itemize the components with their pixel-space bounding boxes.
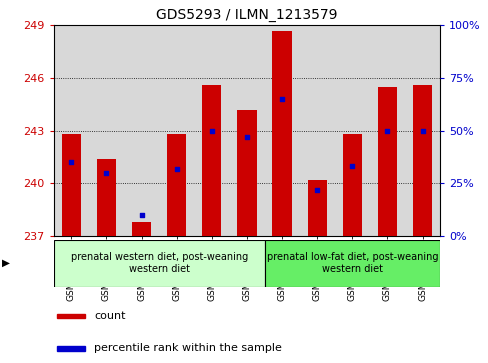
Point bbox=[278, 96, 285, 102]
Point bbox=[243, 134, 250, 140]
Bar bbox=[412, 85, 431, 236]
Point bbox=[207, 128, 215, 134]
Bar bbox=[369, 25, 404, 236]
Bar bbox=[307, 180, 326, 236]
Bar bbox=[97, 159, 116, 236]
Bar bbox=[159, 25, 194, 236]
Point bbox=[418, 128, 426, 134]
Point bbox=[172, 166, 180, 171]
Bar bbox=[264, 25, 299, 236]
Text: protocol ▶: protocol ▶ bbox=[0, 258, 10, 268]
Bar bbox=[194, 25, 229, 236]
Bar bbox=[54, 240, 264, 287]
Bar bbox=[54, 25, 89, 236]
Point bbox=[67, 159, 75, 165]
Point bbox=[383, 128, 390, 134]
Bar bbox=[237, 110, 256, 236]
Point bbox=[102, 170, 110, 176]
Bar bbox=[299, 25, 334, 236]
Bar bbox=[342, 134, 361, 236]
Bar bbox=[57, 346, 85, 351]
Bar bbox=[124, 25, 159, 236]
Text: prenatal low-fat diet, post-weaning
western diet: prenatal low-fat diet, post-weaning west… bbox=[266, 252, 437, 274]
Text: prenatal western diet, post-weaning
western diet: prenatal western diet, post-weaning west… bbox=[70, 252, 247, 274]
Bar bbox=[61, 134, 81, 236]
Bar bbox=[132, 222, 151, 236]
Bar bbox=[264, 240, 439, 287]
Point bbox=[313, 187, 321, 192]
Title: GDS5293 / ILMN_1213579: GDS5293 / ILMN_1213579 bbox=[156, 8, 337, 22]
Bar bbox=[167, 134, 186, 236]
Bar bbox=[272, 31, 291, 236]
Bar bbox=[334, 25, 369, 236]
Bar bbox=[89, 25, 124, 236]
Bar bbox=[202, 85, 221, 236]
Text: percentile rank within the sample: percentile rank within the sample bbox=[94, 343, 282, 354]
Bar bbox=[57, 314, 85, 318]
Point bbox=[347, 164, 355, 170]
Text: count: count bbox=[94, 311, 125, 321]
Bar bbox=[229, 25, 264, 236]
Bar bbox=[404, 25, 439, 236]
Point bbox=[138, 212, 145, 218]
Bar bbox=[377, 87, 396, 236]
